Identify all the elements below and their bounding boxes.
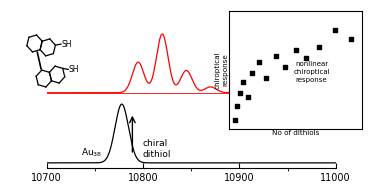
Point [332,29,338,32]
Text: chiral
dithiol: chiral dithiol [143,139,172,159]
Point [240,80,246,83]
Text: nonlinear
chiroptical
response: nonlinear chiroptical response [293,61,330,83]
Point [263,77,269,80]
Text: Au$_{38}$: Au$_{38}$ [81,146,103,159]
Point [273,54,279,57]
Y-axis label: chiroptical
response: chiroptical response [215,51,228,89]
X-axis label: No of dithiols: No of dithiols [272,130,319,136]
Point [303,57,309,60]
Point [348,38,354,41]
Text: SH: SH [69,65,79,74]
Point [234,105,240,108]
Point [256,60,261,63]
Point [232,118,238,121]
Point [245,96,251,99]
Point [282,66,288,69]
Point [293,49,299,52]
Text: SH: SH [62,40,72,49]
Point [237,91,243,94]
Point [316,46,322,49]
Point [249,71,255,74]
